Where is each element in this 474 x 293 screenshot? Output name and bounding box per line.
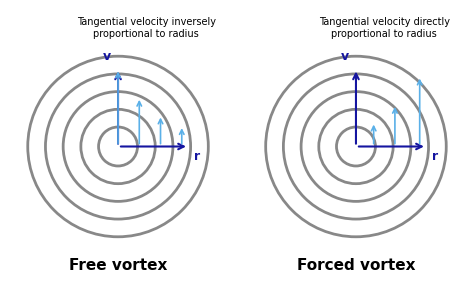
Text: v: v	[103, 50, 111, 63]
Text: r: r	[432, 150, 438, 163]
Text: Tangential velocity inversely
proportional to radius: Tangential velocity inversely proportion…	[77, 17, 216, 38]
Text: r: r	[194, 150, 201, 163]
Text: Free vortex: Free vortex	[69, 258, 167, 273]
Text: Forced vortex: Forced vortex	[297, 258, 415, 273]
Text: Tangential velocity directly
proportional to radius: Tangential velocity directly proportiona…	[319, 17, 450, 38]
Text: v: v	[341, 50, 349, 63]
